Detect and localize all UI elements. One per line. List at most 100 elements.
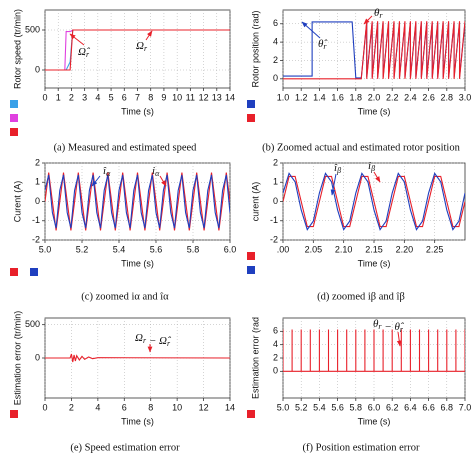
series-line: [45, 353, 230, 363]
annotation-sub: r: [323, 42, 327, 51]
x-tick-label: 2.0: [368, 92, 381, 102]
x-tick-label: 5.6: [331, 402, 344, 412]
y-tick-label: 4: [273, 339, 278, 349]
x-tick-label: 3.0: [459, 92, 472, 102]
annotation-sub: r: [378, 322, 382, 331]
y-axis-label: Estimation error (tr/min): [12, 311, 22, 406]
x-tick-label: 3: [82, 92, 87, 102]
y-axis-label: Estimation error (rad: [250, 317, 260, 399]
x-axis-label: Time (s): [358, 258, 391, 268]
x-tick-label: 7.0: [459, 402, 472, 412]
x-tick-label: 10: [172, 92, 182, 102]
legend-swatch: [247, 410, 255, 418]
legend-swatch: [10, 114, 18, 122]
annotation-arrow: [159, 175, 167, 187]
x-axis-label: Time (s): [121, 416, 154, 426]
series-line: [45, 174, 230, 229]
x-tick-label: 1.4: [313, 92, 326, 102]
annotation-arrow: [91, 175, 101, 187]
x-tick-label: 2: [69, 402, 74, 412]
x-tick-label: 2: [69, 92, 74, 102]
legend-swatch: [247, 100, 255, 108]
x-tick-label: 2.4: [404, 92, 417, 102]
annotation-arrow: [330, 173, 337, 196]
y-axis-label: Rotor position (rad): [250, 10, 260, 87]
x-tick-label: .00: [277, 244, 290, 254]
y-tick-label: 2: [273, 157, 278, 167]
annotation-arrow: [145, 30, 153, 41]
x-tick-label: 4: [95, 92, 100, 102]
caption: (c) zoomed iα and îα: [81, 291, 169, 302]
series-line: [45, 29, 230, 71]
legend-swatch: [10, 410, 18, 418]
annotation: Ωr − Ω̂r: [135, 332, 172, 348]
annotation-arrow: [301, 21, 321, 39]
y-tick-label: 0: [35, 352, 40, 362]
series-line: [283, 175, 465, 228]
annotation-sub: β: [370, 164, 375, 173]
x-tick-label: 9: [161, 92, 166, 102]
x-tick-label: 2.10: [335, 244, 353, 254]
y-axis-label: curent (A): [250, 182, 260, 222]
x-tick-label: 12: [199, 402, 209, 412]
x-tick-label: 14: [225, 402, 235, 412]
annotation: θr − θ̂r: [373, 318, 405, 334]
x-tick-label: 6.8: [441, 402, 454, 412]
x-tick-label: 6.6: [422, 402, 435, 412]
y-tick-label: 0: [35, 64, 40, 74]
x-tick-label: 5.0: [39, 244, 52, 254]
x-axis-label: Time (s): [358, 106, 391, 116]
x-tick-label: 7: [135, 92, 140, 102]
annotation-text: î: [103, 165, 107, 177]
x-tick-label: 5.8: [350, 402, 363, 412]
x-axis-label: Time (s): [121, 258, 154, 268]
annotation: îα: [103, 165, 111, 178]
x-tick-label: 8: [148, 92, 153, 102]
annotation-sub: r: [379, 11, 383, 20]
x-tick-label: 5.4: [313, 402, 326, 412]
x-tick-label: 5: [109, 92, 114, 102]
annotation-text: θ̂: [318, 38, 328, 50]
annotation: iβ: [368, 160, 375, 173]
x-tick-label: 1.6: [331, 92, 344, 102]
y-tick-label: 6: [273, 18, 278, 28]
x-tick-label: 2.05: [305, 244, 323, 254]
x-tick-label: 5.0: [277, 402, 290, 412]
annotation-sub: r: [143, 336, 147, 345]
x-tick-label: 2.6: [422, 92, 435, 102]
x-tick-label: 5.8: [187, 244, 200, 254]
series-line: [45, 172, 230, 231]
x-tick-label: 4: [95, 402, 100, 412]
x-tick-label: 8: [148, 402, 153, 412]
x-tick-label: 1.2: [295, 92, 308, 102]
caption: (d) zoomed iβ and îβ: [317, 291, 405, 302]
x-tick-label: 6.4: [404, 402, 417, 412]
annotation: θr: [374, 7, 383, 20]
annotation-arrow: [69, 33, 85, 46]
y-tick-label: -1: [32, 215, 40, 225]
x-tick-label: 2.25: [426, 244, 444, 254]
legend-swatch: [247, 252, 255, 260]
y-tick-label: -1: [270, 215, 278, 225]
x-tick-label: 1.0: [277, 92, 290, 102]
y-tick-label: -2: [270, 234, 278, 244]
y-tick-label: 2: [273, 55, 278, 65]
caption: (f) Position estimation error: [303, 442, 420, 453]
y-tick-label: 2: [273, 352, 278, 362]
y-tick-label: 1: [273, 177, 278, 187]
x-tick-label: 2.15: [365, 244, 383, 254]
annotation-sub: r: [400, 325, 404, 334]
annotation-arrow: [373, 171, 381, 183]
x-tick-label: 6.0: [368, 402, 381, 412]
y-tick-label: 0: [273, 366, 278, 376]
x-tick-label: 12: [199, 92, 209, 102]
caption: (e) Speed estimation error: [70, 442, 180, 453]
x-tick-label: 0: [42, 92, 47, 102]
caption: (a) Measured and estimated speed: [54, 142, 198, 153]
annotation: iα: [152, 165, 160, 178]
x-tick-label: 1: [56, 92, 61, 102]
x-tick-label: 10: [172, 402, 182, 412]
annotation-arrow: [363, 15, 373, 25]
x-tick-label: 2.8: [441, 92, 454, 102]
